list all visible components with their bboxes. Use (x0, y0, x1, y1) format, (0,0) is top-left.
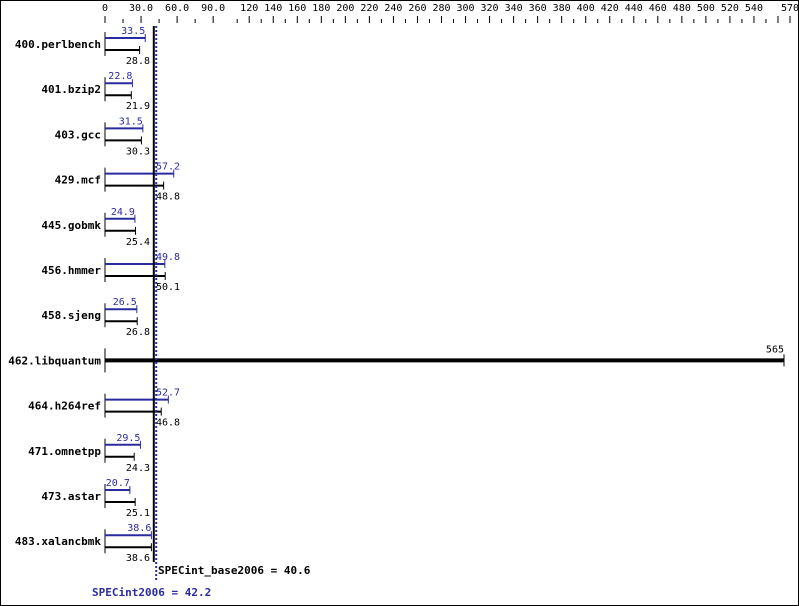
x-tick-label: 400 (577, 3, 595, 14)
benchmark-label: 464.h264ref (28, 400, 101, 413)
x-tick-label: 60.0 (165, 3, 189, 14)
peak-value-label: 31.5 (119, 116, 143, 127)
x-tick-label: 570 (781, 3, 799, 14)
x-tick-label: 520 (721, 3, 739, 14)
benchmark-label: 403.gcc (55, 128, 101, 141)
benchmark-label: 456.hmmer (41, 264, 101, 277)
x-tick-label: 160 (288, 3, 306, 14)
benchmark-row: 464.h264ref 52.7 46.8 (28, 388, 180, 429)
x-tick-label: 120 (240, 3, 258, 14)
peak-value-label: 22.8 (108, 71, 132, 82)
benchmark-row: 445.gobmk 24.9 25.4 (41, 207, 150, 248)
peak-value-label: 52.7 (156, 388, 180, 399)
benchmark-row: 429.mcf 57.2 48.8 (55, 162, 180, 203)
base-value-label: 26.8 (126, 327, 150, 338)
base-value-label: 25.4 (126, 237, 150, 248)
x-tick-label: 90.0 (201, 3, 225, 14)
base-value-label: 24.3 (126, 463, 150, 474)
x-tick-label: 220 (360, 3, 378, 14)
reference-lines (152, 26, 158, 582)
base-value-label: 46.8 (156, 418, 180, 429)
peak-value-label: 38.6 (127, 523, 151, 534)
benchmark-label: 473.astar (41, 490, 101, 503)
benchmark-row: 473.astar 20.7 25.1 (41, 478, 150, 519)
x-tick-label: 30.0 (129, 3, 153, 14)
benchmark-label: 445.gobmk (41, 219, 101, 232)
benchmark-label: 471.omnetpp (28, 445, 101, 458)
base-value-label: 48.8 (156, 192, 180, 203)
peak-value-label: 29.5 (116, 433, 140, 444)
benchmark-row: 458.sjeng 26.5 26.8 (41, 297, 150, 338)
peak-value-label: 33.5 (121, 26, 145, 37)
benchmark-row: 401.bzip2 22.8 21.9 (41, 71, 150, 112)
base-value-label: 565 (766, 344, 784, 355)
base-value-label: 21.9 (126, 101, 150, 112)
x-tick-label: 360 (529, 3, 547, 14)
benchmark-row: 403.gcc 31.5 30.3 (55, 116, 150, 157)
benchmark-row: 400.perlbench 33.5 28.8 (15, 26, 150, 67)
benchmark-row: 456.hmmer 49.8 50.1 (41, 252, 180, 293)
x-tick-label: 540 (745, 3, 763, 14)
peak-value-label: 24.9 (111, 207, 135, 218)
benchmark-label: 462.libquantum (8, 354, 101, 367)
benchmark-label: 429.mcf (55, 174, 101, 187)
benchmark-label: 458.sjeng (41, 309, 101, 322)
x-tick-label: 460 (649, 3, 667, 14)
x-tick-label: 180 (312, 3, 330, 14)
benchmark-row: 483.xalancbmk 38.6 38.6 (15, 523, 152, 564)
x-tick-label: 300 (456, 3, 474, 14)
x-tick-label: 500 (697, 3, 715, 14)
base-value-label: 28.8 (126, 56, 150, 67)
base-value-label: 50.1 (156, 282, 180, 293)
bars: 400.perlbench33.528.8401.bzip222.821.940… (8, 26, 785, 564)
x-tick-label: 240 (384, 3, 402, 14)
benchmark-label: 400.perlbench (15, 38, 101, 51)
benchmark-label: 483.xalancbmk (15, 535, 101, 548)
x-tick-label: 480 (673, 3, 691, 14)
x-tick-label: 440 (625, 3, 643, 14)
x-axis: 0 30.0 60.0 90.0 120 140 160 180 200 220 240 260 280… (102, 3, 799, 23)
x-tick-label: 280 (432, 3, 450, 14)
base-value-label: 30.3 (126, 146, 150, 157)
benchmark-row: 471.omnetpp 29.5 24.3 (28, 433, 150, 474)
x-tick-label: 320 (481, 3, 499, 14)
x-tick-label: 260 (408, 3, 426, 14)
x-tick-label: 420 (601, 3, 619, 14)
x-tick-label: 380 (553, 3, 571, 14)
x-tick-label: 140 (264, 3, 282, 14)
benchmark-label: 401.bzip2 (41, 83, 101, 96)
base-value-label: 25.1 (126, 508, 150, 519)
x-tick-label: 200 (336, 3, 354, 14)
base-summary-label: SPECint_base2006 = 40.6 (158, 564, 311, 577)
x-tick-label: 340 (505, 3, 523, 14)
peak-value-label: 49.8 (156, 252, 180, 263)
peak-value-label: 20.7 (106, 478, 130, 489)
base-value-label: 38.6 (126, 553, 150, 564)
peak-value-label: 26.5 (113, 297, 137, 308)
x-tick-label: 0 (102, 3, 108, 14)
peak-summary-label: SPECint2006 = 42.2 (92, 586, 211, 599)
benchmark-row: 462.libquantum 565 (8, 344, 785, 373)
peak-value-label: 57.2 (156, 162, 180, 173)
